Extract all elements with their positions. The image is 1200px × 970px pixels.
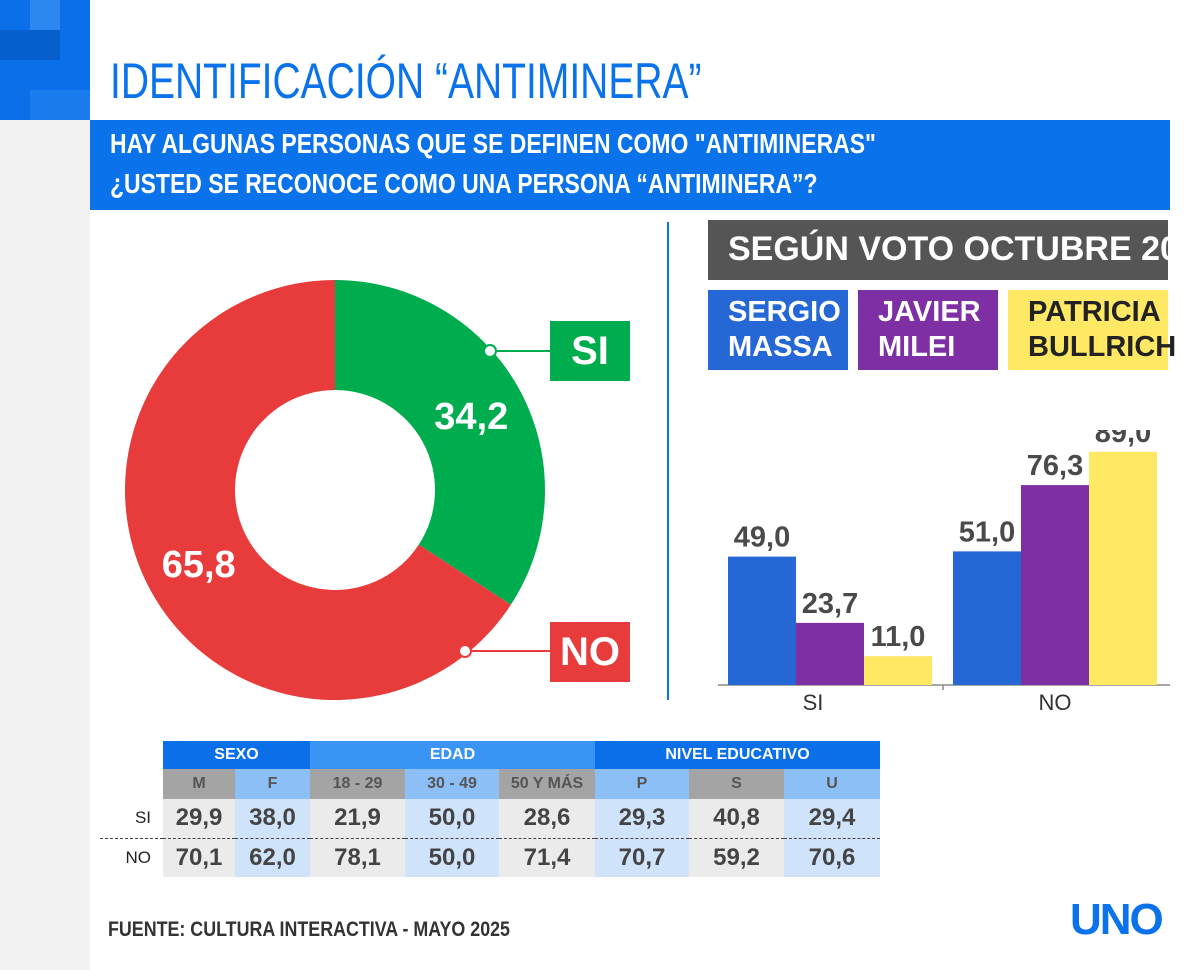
bar-value-label: 23,7: [802, 588, 858, 620]
divider: [667, 222, 669, 700]
legend-text: SERGIO: [728, 296, 841, 328]
donut-chart: 34,2 65,8: [125, 280, 550, 700]
column-header: 18 - 29: [310, 769, 405, 799]
bar-si-0: [728, 556, 796, 685]
legend-massa: SERGIO MASSA: [708, 290, 848, 370]
bar-no-0: [953, 551, 1021, 685]
group-header: NIVEL EDUCATIVO: [595, 741, 880, 769]
column-header: F: [235, 769, 310, 799]
table-cell: 50,0: [405, 799, 499, 839]
table-cell: 59,2: [689, 838, 784, 877]
legend-text: BULLRICH: [1028, 331, 1177, 363]
si-connector-dot: [483, 344, 497, 358]
column-header: U: [784, 769, 880, 799]
table-cell: 70,1: [163, 838, 235, 877]
legend-text: JAVIER: [878, 296, 981, 328]
no-connector-dot: [458, 644, 472, 658]
bar-no-1: [1021, 485, 1089, 685]
question-line-2: ¿USTED SE RECONOCE COMO UNA PERSONA “ANT…: [110, 168, 818, 199]
table-cell: 62,0: [235, 838, 310, 877]
column-header: P: [595, 769, 689, 799]
legend-text: MILEI: [878, 331, 956, 363]
group-header: SEXO: [163, 741, 310, 769]
no-tag: NO: [550, 622, 630, 682]
table-cell: 38,0: [235, 799, 310, 839]
slice-label: 65,8: [162, 544, 236, 586]
table-cell: 71,4: [499, 838, 595, 877]
uno-logo: UNO: [1070, 895, 1164, 944]
question-line-1: HAY ALGUNAS PERSONAS QUE SE DEFINEN COMO…: [110, 128, 876, 159]
si-tag: SI: [550, 321, 630, 381]
bar-si-1: [796, 622, 864, 685]
donut-slice-si: [335, 280, 545, 605]
x-tick-si: SI: [802, 690, 824, 715]
bar-value-label: 11,0: [871, 621, 926, 653]
page-title: IDENTIFICACIÓN “ANTIMINERA”: [110, 53, 702, 109]
row-label: SI: [100, 799, 163, 839]
bar-value-label: 76,3: [1027, 450, 1083, 482]
table-cell: 29,3: [595, 799, 689, 839]
bar-value-label: 89,0: [1095, 430, 1151, 449]
bar-no-2: [1089, 451, 1157, 685]
bar-value-label: 51,0: [959, 516, 1015, 548]
legend-text: PATRICIA: [1028, 296, 1161, 328]
table-cell: 29,4: [784, 799, 880, 839]
bar-chart-title: SEGÚN VOTO OCTUBRE 2023: [708, 220, 1200, 280]
bar-chart: 49,0 23,7 11,0 51,0 76,3 89,0: [718, 430, 1170, 690]
table-cell: 21,9: [310, 799, 405, 839]
decorative-mosaic-strip: [0, 0, 90, 970]
x-tick-no: NO: [1038, 690, 1072, 715]
row-label: NO: [125, 847, 152, 867]
legend-text: MASSA: [728, 331, 833, 363]
column-header: 30 - 49: [405, 769, 499, 799]
donut-slice-no: [125, 280, 511, 700]
table-cell: 40,8: [689, 799, 784, 839]
table-cell: 50,0: [405, 838, 499, 877]
legend-bullrich: PATRICIA BULLRICH: [1008, 290, 1177, 370]
slice-label: 34,2: [434, 396, 508, 438]
source-note: FUENTE: CULTURA INTERACTIVA - MAYO 2025: [108, 918, 510, 941]
table-cell: 70,7: [595, 838, 689, 877]
bar-value-label: 49,0: [734, 522, 790, 554]
question-banner: [90, 120, 1170, 210]
table-cell: 29,9: [163, 799, 235, 839]
table-cell: 78,1: [310, 838, 405, 877]
table-cell: 28,6: [499, 799, 595, 839]
column-header: M: [163, 769, 235, 799]
group-header: EDAD: [310, 741, 595, 769]
demographic-table: SEXO EDAD NIVEL EDUCATIVO M F 18 - 29 30 - …: [100, 741, 880, 877]
bar-si-2: [864, 656, 932, 685]
legend-milei: JAVIER MILEI: [858, 290, 998, 370]
table-cell: 70,6: [784, 838, 880, 877]
column-header: 50 Y MÁS: [499, 769, 595, 799]
column-header: S: [689, 769, 784, 799]
